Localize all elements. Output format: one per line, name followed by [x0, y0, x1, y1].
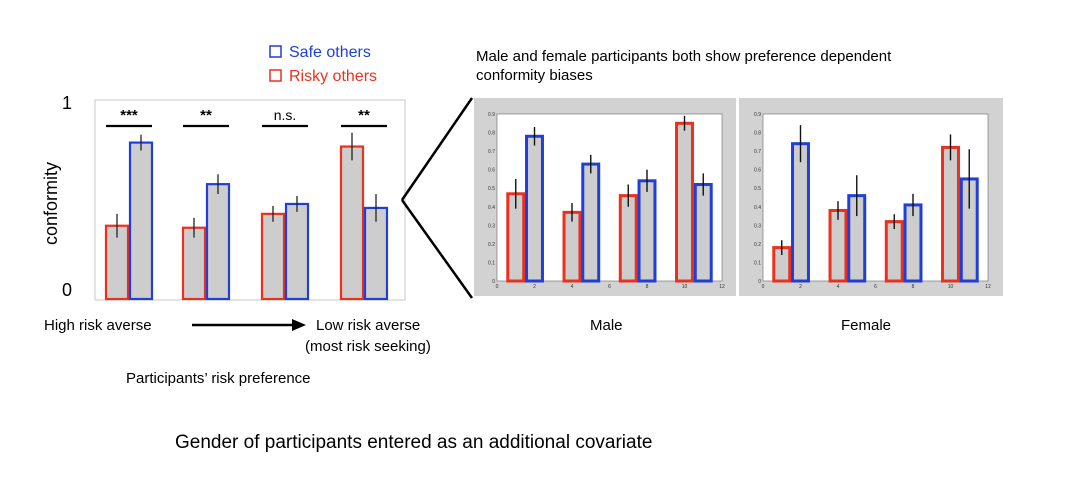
male-bar-risky-4	[675, 121, 694, 283]
x-right-label-2: (most risk seeking)	[305, 338, 431, 355]
male-ytick-5: 0.5	[488, 186, 495, 192]
significance-label-1: ***	[120, 107, 138, 124]
connector-lower	[400, 199, 474, 299]
female-ytick-1: 0.1	[754, 260, 761, 266]
female-xtick-0: 0	[762, 284, 765, 290]
male-ytick-2: 0.2	[488, 242, 495, 248]
male-ytick-8: 0.8	[488, 131, 495, 137]
male-ytick-9: 0.9	[488, 112, 495, 118]
male-bar-safe-4	[693, 183, 713, 283]
y-bottom-label: 0	[62, 280, 72, 300]
male-xtick-1: 2	[533, 284, 536, 290]
male-ytick-1: 0.1	[488, 260, 495, 266]
male-bar-safe-3	[637, 179, 657, 283]
female-bar-risky-4	[941, 145, 960, 283]
legend-risky-label: Risky others	[289, 68, 377, 85]
female-xtick-4: 8	[912, 284, 915, 290]
left-bar-safe-2	[205, 183, 231, 301]
footer-caption: Gender of participants entered as an add…	[175, 432, 652, 453]
male-xtick-5: 10	[682, 284, 688, 290]
significance-label-2: **	[200, 107, 212, 124]
male-label: Male	[590, 317, 623, 334]
female-xtick-2: 4	[837, 284, 840, 290]
connector-upper	[400, 97, 474, 201]
male-xtick-6: 12	[719, 284, 725, 290]
legend: Safe others Risky others	[269, 44, 377, 85]
female-ytick-7: 0.7	[754, 149, 761, 155]
x-right-label-1: Low risk averse	[316, 317, 420, 334]
female-ytick-3: 0.3	[754, 223, 761, 229]
right-title-line1: Male and female participants both show p…	[476, 48, 892, 65]
left-bar-risky-3	[260, 212, 286, 301]
female-bar-risky-2	[828, 208, 848, 283]
male-ytick-6: 0.6	[488, 168, 495, 174]
male-ytick-7: 0.7	[488, 149, 495, 155]
male-xtick-0: 0	[496, 284, 499, 290]
legend-risky-swatch	[269, 69, 282, 82]
male-ytick-4: 0.4	[488, 205, 495, 211]
female-ytick-9: 0.9	[754, 112, 761, 118]
y-axis-label: conformity	[41, 162, 61, 245]
legend-safe-label: Safe others	[289, 44, 371, 61]
left-bar-safe-1	[128, 141, 154, 301]
male-ytick-3: 0.3	[488, 223, 495, 229]
female-xtick-1: 2	[799, 284, 802, 290]
left-bars	[104, 132, 389, 301]
female-ytick-4: 0.4	[754, 205, 761, 211]
male-xtick-4: 8	[646, 284, 649, 290]
male-bar-safe-1	[525, 134, 544, 283]
male-bar-safe-2	[581, 162, 601, 283]
male-bar-risky-3	[618, 194, 638, 283]
female-ytick-0: 0	[758, 279, 761, 285]
female-ytick-2: 0.2	[754, 242, 761, 248]
significance-label-4: **	[358, 107, 370, 124]
left-bar-risky-2	[181, 226, 207, 301]
female-xtick-6: 12	[985, 284, 991, 290]
female-bar-safe-1	[791, 142, 810, 283]
female-xtick-3: 6	[874, 284, 877, 290]
left-bar-safe-3	[284, 202, 310, 301]
significance-markers: *** ** n.s. **	[106, 107, 387, 128]
female-chart: 0 0.1 0.2 0.3 0.4 0.5 0.6 0.7 0.8 0.9 0 2 4 6 8 10 12	[754, 112, 991, 290]
male-bar-risky-2	[562, 210, 582, 283]
male-xtick-2: 4	[571, 284, 574, 290]
female-ytick-5: 0.5	[754, 186, 761, 192]
female-label: Female	[841, 317, 891, 334]
female-bar-risky-3	[884, 220, 904, 283]
female-xtick-5: 10	[948, 284, 954, 290]
legend-safe-swatch	[269, 45, 282, 58]
left-bar-risky-4	[339, 145, 365, 301]
significance-label-3: n.s.	[274, 107, 297, 123]
risk-arrow-head	[292, 319, 306, 331]
x-axis-title: Participants’ risk preference	[126, 370, 311, 387]
male-xtick-3: 6	[608, 284, 611, 290]
x-left-label: High risk averse	[44, 317, 152, 334]
male-ytick-0: 0	[492, 279, 495, 285]
y-top-label: 1	[62, 93, 72, 113]
male-chart: 0 0.1 0.2 0.3 0.4 0.5 0.6 0.7 0.8 0.9 0 2 4 6 8 10 12	[488, 112, 725, 290]
female-ytick-6: 0.6	[754, 168, 761, 174]
female-bar-safe-3	[903, 203, 923, 283]
female-ytick-8: 0.8	[754, 131, 761, 137]
right-title-line2: conformity biases	[476, 67, 593, 84]
